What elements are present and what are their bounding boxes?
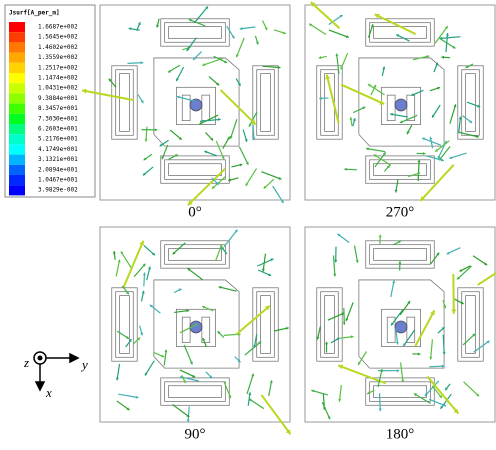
page: {"legend": {"title": "Jsurf[A_per_m]", "… (0, 0, 496, 450)
panel: 0° (82, 5, 290, 220)
panel: 270° (305, 2, 495, 220)
legend-swatch (9, 22, 25, 32)
panels: 0° 270° 90° 180° (82, 2, 496, 442)
legend-swatch (9, 42, 25, 52)
figure: Jsurf[A_per_m] 1.6687e+002 1.5645e+002 1.4… (0, 0, 496, 450)
axis-icon (34, 352, 78, 390)
legend-swatch (9, 53, 25, 63)
y-label: y (80, 357, 88, 372)
panel-caption: 270° (386, 204, 415, 220)
legend-swatch (9, 165, 25, 175)
legend-swatch (9, 104, 25, 114)
legend-label: 3.1321e+001 (38, 156, 78, 163)
x-arrowhead (36, 382, 44, 390)
legend-label: 1.1474e+002 (38, 75, 78, 82)
legend-label: 1.3559e+002 (38, 54, 78, 61)
legend-swatch (9, 32, 25, 42)
legend-swatch (9, 124, 25, 134)
legend-label: 7.3030e+001 (38, 115, 78, 122)
legend-swatch (9, 144, 25, 154)
legend-label: 2.0894e+001 (38, 166, 78, 173)
legend-swatch (9, 114, 25, 124)
legend-label: 1.4602e+002 (38, 44, 78, 51)
z-label: z (23, 355, 29, 370)
legend-swatch (9, 93, 25, 103)
legend-label: 1.0431e+002 (38, 85, 78, 92)
legend-label: 5.2176e+001 (38, 136, 78, 143)
legend-label: 1.2517e+002 (38, 64, 78, 71)
panel-caption: 0° (188, 204, 202, 220)
legend-swatch (9, 155, 25, 165)
panel: 90° (100, 227, 291, 442)
legend-label: 8.3457e+001 (38, 105, 78, 112)
legend-swatch (9, 83, 25, 93)
current-arrow (453, 274, 454, 314)
legend-swatch (9, 185, 25, 195)
legend-swatch (9, 134, 25, 144)
panel-caption: 90° (185, 426, 206, 442)
y-arrowhead (70, 354, 78, 362)
legend-label: 1.5645e+002 (38, 34, 78, 41)
legend-label: 4.1749e+001 (38, 146, 78, 153)
panel-caption: 180° (386, 426, 415, 442)
legend: 1.6687e+002 1.5645e+002 1.4602e+002 1.3559e… (9, 22, 78, 195)
x-label: x (45, 385, 52, 400)
legend-swatch (9, 73, 25, 83)
current-arrow (380, 393, 381, 411)
legend-label: 3.9829e-002 (38, 187, 78, 194)
panel: 180° (305, 227, 496, 442)
legend-label: 6.2603e+001 (38, 126, 78, 133)
legend-title: Jsurf[A_per_m] (9, 10, 60, 17)
legend-swatch (9, 175, 25, 185)
legend-swatch (9, 63, 25, 73)
legend-label: 9.3884e+001 (38, 95, 78, 102)
legend-label: 1.6687e+002 (38, 24, 78, 31)
z-dot (38, 356, 42, 360)
legend-label: 1.0467e+001 (38, 177, 78, 184)
